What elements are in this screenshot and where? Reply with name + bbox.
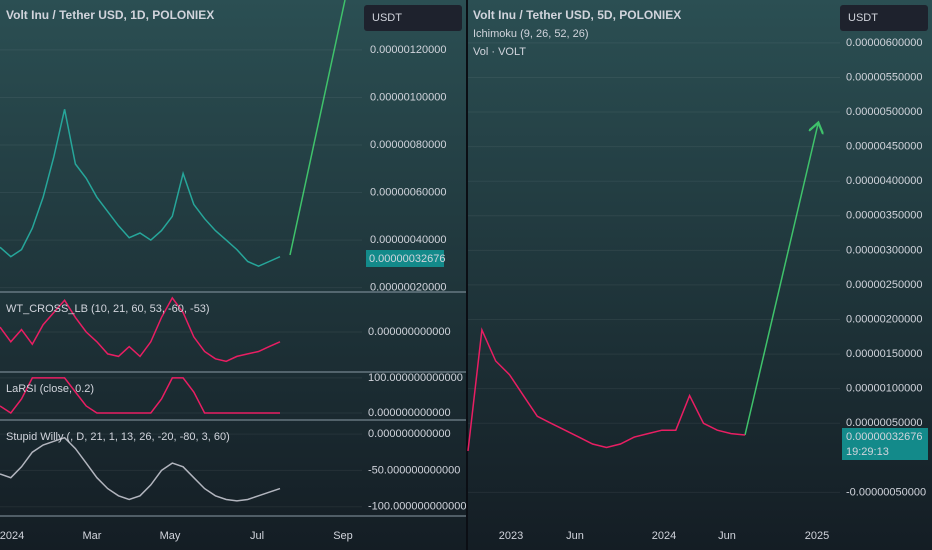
series-line (0, 109, 281, 268)
x-tick-label: Jun (566, 530, 584, 542)
currency: USDT (372, 12, 402, 24)
x-tick-label: 2023 (499, 530, 523, 542)
countdown: 19:29:13 (846, 446, 889, 458)
y-tick-label: 0.00000450000 (846, 141, 922, 153)
indicator-name: LaRSI (close, 0.2) (6, 383, 94, 395)
x-tick-label: May (160, 530, 181, 542)
volume-label: Vol · VOLT (473, 46, 526, 58)
series-line (0, 296, 281, 363)
x-tick-label: Jun (718, 530, 736, 542)
right-title: Volt Inu / Tether USD, 5D, POLONIEX (473, 8, 681, 22)
y-tick-label: 0.00000150000 (846, 348, 922, 360)
y-tick-label: 0.000000000000 (368, 326, 451, 338)
y-tick-label: 0.00000600000 (846, 37, 922, 49)
projection-arrow (289, 0, 346, 256)
y-tick-label: 0.00000050000 (846, 417, 922, 429)
left-title: Volt Inu / Tether USD, 1D, POLONIEX (6, 8, 214, 22)
currency-box[interactable] (364, 5, 462, 31)
x-tick-label: Jul (250, 530, 264, 542)
y-tick-label: 0.00000400000 (846, 175, 922, 187)
y-tick-label: 0.00000100000 (846, 383, 922, 395)
y-tick-label: 0.00000350000 (846, 210, 922, 222)
currency: USDT (848, 12, 878, 24)
y-tick-label: 0.00000550000 (846, 71, 922, 83)
left-background (0, 0, 466, 550)
price-tag (366, 250, 444, 267)
x-tick-label: 2024 (652, 530, 676, 542)
last-price: 0.00000032676 (369, 253, 445, 265)
y-tick-label: 0.00000020000 (370, 282, 446, 294)
series-line (0, 377, 280, 415)
currency-box[interactable] (840, 5, 928, 31)
y-tick-label: 0.00000040000 (370, 234, 446, 246)
x-tick-label: Sep (333, 530, 353, 542)
y-tick-label: -0.00000050000 (846, 486, 926, 498)
y-tick-label: 100.000000000000 (368, 372, 463, 384)
series-line (0, 436, 281, 502)
x-tick-label: 2025 (805, 530, 829, 542)
projection-arrow (744, 124, 818, 436)
y-tick-label: 0.00000120000 (370, 44, 446, 56)
y-tick-label: 0.000000000000 (368, 407, 451, 419)
x-tick-label: Mar (83, 530, 102, 542)
y-tick-label: 0.00000080000 (370, 139, 446, 151)
x-tick-label: 2024 (0, 530, 24, 542)
y-tick-label: 0.00000060000 (370, 186, 446, 198)
indicator-name: WT_CROSS_LB (10, 21, 60, 53, -60, -53) (6, 303, 210, 315)
y-tick-label: -50.000000000000 (368, 464, 460, 476)
y-tick-label: 0.00000300000 (846, 244, 922, 256)
ichimoku-label: Ichimoku (9, 26, 52, 26) (473, 28, 589, 40)
series-line (467, 327, 746, 451)
last-price: 0.00000032676 (846, 431, 922, 443)
y-tick-label: -100.000000000000 (368, 501, 466, 513)
y-tick-label: 0.00000250000 (846, 279, 922, 291)
y-tick-label: 0.00000200000 (846, 313, 922, 325)
pane-dividers (0, 291, 466, 517)
y-tick-label: 0.000000000000 (368, 428, 451, 440)
y-tick-label: 0.00000100000 (370, 91, 446, 103)
indicator-name: Stupid Willy (, D, 21, 1, 13, 26, -20, -… (6, 431, 230, 443)
price-tag (842, 428, 928, 460)
y-tick-label: 0.00000500000 (846, 106, 922, 118)
